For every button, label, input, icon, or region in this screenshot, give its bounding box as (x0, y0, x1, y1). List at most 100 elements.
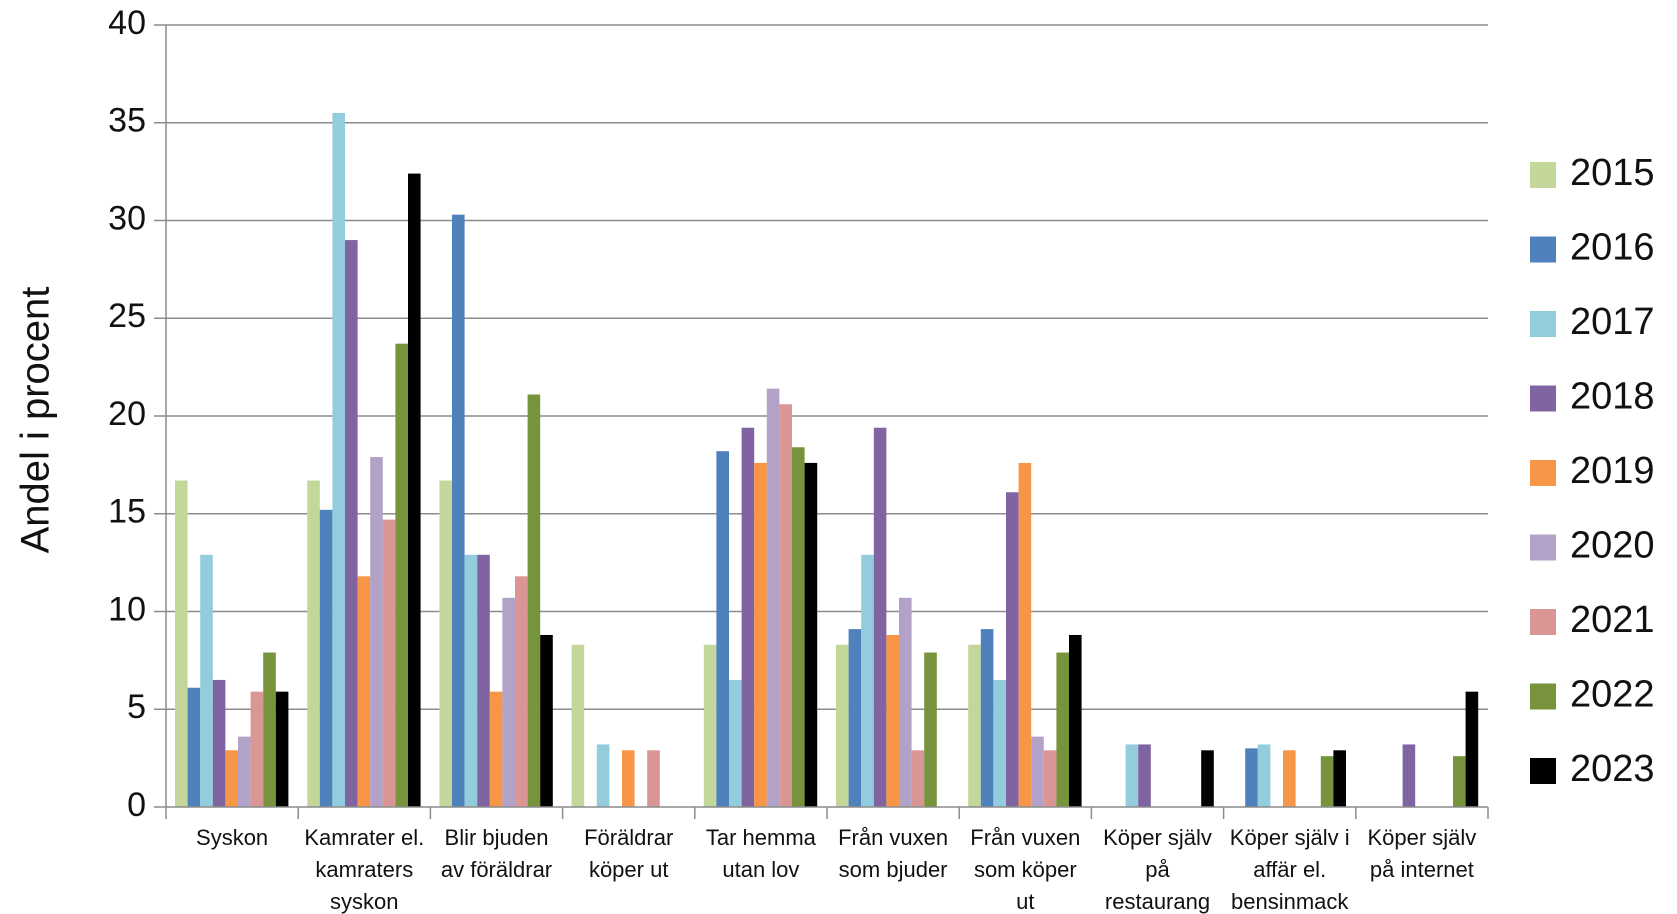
bar-2019-3 (622, 750, 635, 807)
legend-label: 2016 (1570, 227, 1655, 269)
category-label: Tar hemma utan lov (706, 825, 817, 882)
bar-2015-5 (836, 644, 849, 807)
category-label-line: av föräldrar (441, 857, 552, 882)
bar-2017-5 (861, 554, 874, 807)
bar-2018-1 (345, 240, 358, 808)
bar-2022-6 (1056, 652, 1069, 807)
category-label: Föräldrar köper ut (584, 825, 673, 882)
bar-2017-3 (596, 744, 610, 807)
category-label-line: kamraters (315, 857, 413, 882)
category-label: Syskon (196, 825, 268, 850)
category-label-line: Köper själv (1367, 825, 1476, 850)
legend-swatch-2022 (1530, 683, 1556, 710)
category-label-line: Tar hemma (706, 825, 817, 850)
category-label-line: Blir bjuden (445, 825, 549, 850)
bar-2015-1 (307, 480, 320, 807)
bar-2017-7 (1125, 744, 1139, 807)
category-label-line: Från vuxen (838, 825, 948, 850)
legend-swatch-2018 (1530, 385, 1556, 412)
y-tick-label: 15 (108, 493, 146, 531)
category-label-line: ut (1016, 889, 1034, 914)
bar-2023-2 (540, 634, 553, 807)
bar-2018-9 (1402, 744, 1416, 807)
y-tick-label: 40 (108, 4, 146, 42)
y-tick-label: 0 (127, 786, 146, 824)
bar-2018-6 (1006, 492, 1019, 807)
bar-2021-3 (647, 750, 660, 807)
bar-2019-5 (886, 634, 899, 807)
category-label-line: som köper (974, 857, 1077, 882)
bar-2018-4 (741, 427, 755, 807)
legend-label: 2023 (1570, 748, 1655, 790)
category-label-line: Från vuxen (970, 825, 1080, 850)
legend: 2015 2016 2017 2018 2019 2020 2021 2022 2023 (1530, 152, 1655, 790)
bar-2019-4 (754, 462, 767, 807)
category-label-line: köper ut (589, 857, 669, 882)
legend-swatch-2016 (1530, 236, 1556, 263)
bar-2022-0 (263, 652, 276, 807)
bar-2020-5 (899, 597, 912, 807)
bar-2023-7 (1201, 750, 1214, 807)
bar-2021-0 (250, 691, 264, 807)
legend-swatch-2017 (1530, 311, 1556, 337)
category-label: Köper själv i affär el. bensinmack (1230, 825, 1350, 914)
category-label: Blir bjuden av föräldrar (441, 825, 552, 882)
category-label: Från vuxen som bjuder (838, 825, 948, 882)
bar-2019-1 (357, 576, 371, 807)
bar-2023-9 (1465, 691, 1479, 807)
y-tick-label: 10 (108, 590, 146, 628)
category-label-line: syskon (330, 889, 398, 914)
bar-2018-7 (1138, 744, 1151, 807)
bar-2015-2 (439, 480, 452, 807)
category-label-line: restaurang (1105, 889, 1210, 914)
legend-swatch-2019 (1530, 460, 1556, 486)
legend-swatch-2015 (1530, 162, 1556, 188)
bar-2022-2 (527, 394, 541, 807)
bar-2020-6 (1031, 736, 1044, 807)
legend-swatch-2023 (1530, 758, 1556, 784)
bar-2023-8 (1333, 750, 1346, 807)
y-tick-labels: 0 5 10 15 20 25 30 35 40 (108, 4, 146, 824)
bar-2016-0 (187, 687, 201, 807)
category-label-line: utan lov (722, 857, 799, 882)
bar-2021-6 (1043, 750, 1057, 807)
bar-2017-8 (1257, 744, 1271, 807)
y-tick-label: 35 (108, 102, 146, 140)
y-axis-title: Andel i procent (14, 287, 58, 554)
y-tick-label: 5 (127, 688, 146, 726)
bar-2021-2 (515, 576, 528, 807)
category-label: Från vuxen som köper ut (970, 825, 1080, 914)
category-label-line: affär el. (1253, 857, 1326, 882)
category-label-line: Syskon (196, 825, 268, 850)
axes (165, 25, 1489, 819)
category-label-line: på internet (1370, 857, 1474, 882)
bar-2017-0 (200, 554, 213, 807)
bar-2020-1 (370, 457, 383, 807)
bar-2018-5 (873, 427, 887, 807)
legend-label: 2017 (1570, 301, 1655, 343)
legend-label: 2019 (1570, 450, 1655, 492)
bar-2018-0 (212, 679, 226, 807)
bar-2022-9 (1453, 756, 1466, 807)
bar-2022-5 (924, 652, 937, 807)
category-label-line: bensinmack (1231, 889, 1349, 914)
category-label-line: som bjuder (839, 857, 948, 882)
bar-2022-4 (792, 447, 805, 807)
bar-2015-6 (968, 644, 981, 807)
bar-2015-3 (571, 644, 585, 807)
bar-2023-0 (275, 691, 289, 807)
bar-2019-6 (1018, 462, 1032, 807)
bar-2020-2 (502, 597, 515, 807)
bar-2017-4 (729, 679, 742, 807)
bar-2019-0 (225, 750, 238, 807)
bar-2023-4 (804, 462, 818, 807)
bar-2022-1 (395, 343, 408, 807)
bar-2017-1 (332, 112, 345, 808)
bar-2019-8 (1283, 750, 1296, 807)
bar-2015-0 (175, 480, 188, 807)
bar-2021-5 (911, 750, 925, 807)
bar-2016-5 (848, 629, 862, 807)
y-tick-label: 20 (108, 395, 146, 433)
category-label-line: Föräldrar (584, 825, 673, 850)
